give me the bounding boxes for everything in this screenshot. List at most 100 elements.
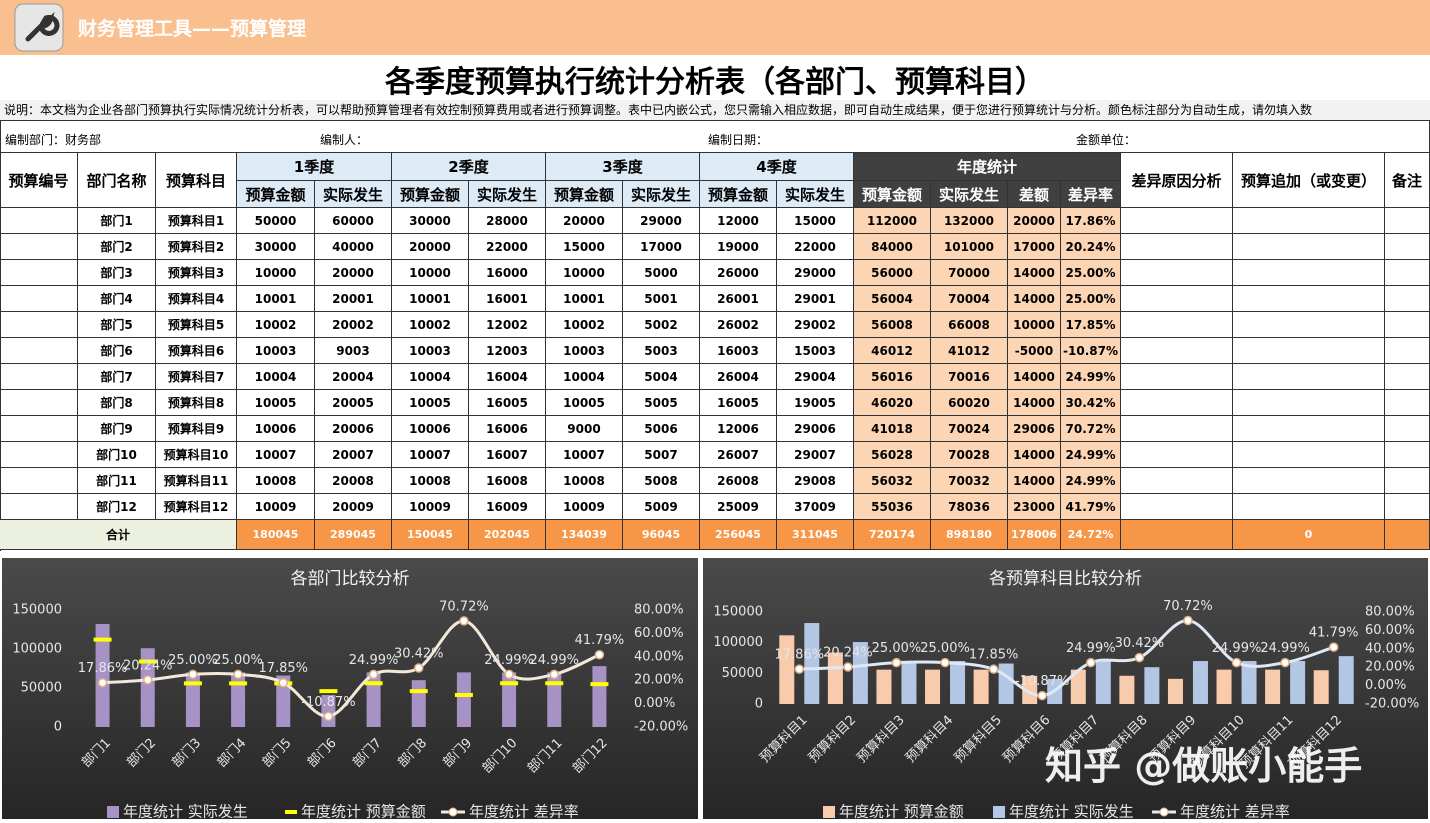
bar — [185, 672, 200, 727]
cell: 14000 — [1008, 390, 1061, 416]
cell: 26007 — [700, 442, 777, 468]
column-header: 部门名称 — [78, 153, 156, 208]
data-label: 24.99% — [349, 653, 399, 668]
rate-point — [414, 663, 424, 673]
cell: 部门9 — [78, 416, 156, 442]
cell: 部门11 — [78, 468, 156, 494]
cell: 29006 — [1008, 416, 1061, 442]
cell: 10002 — [237, 312, 315, 338]
total-cell: 202045 — [469, 520, 546, 550]
data-label: 20.24% — [123, 658, 173, 673]
cell: 46020 — [854, 390, 931, 416]
cell: -10.87% — [1061, 338, 1121, 364]
empty-cell — [1385, 208, 1430, 234]
rate-point — [459, 616, 469, 626]
empty-cell — [1233, 338, 1385, 364]
empty-cell — [1121, 442, 1233, 468]
cell: 20002 — [315, 312, 392, 338]
data-label: 70.72% — [439, 599, 489, 614]
total-cell: 134039 — [546, 520, 623, 550]
empty-cell — [1385, 312, 1430, 338]
cell: 25.00% — [1061, 286, 1121, 312]
cell: 预算科目2 — [156, 234, 237, 260]
cell: 23000 — [1008, 494, 1061, 520]
y-tick-label: 150000 — [713, 605, 763, 620]
x-tick-label: 部门9 — [440, 736, 475, 771]
cell: 29002 — [777, 312, 854, 338]
cell: 19005 — [777, 390, 854, 416]
cell: 10006 — [237, 416, 315, 442]
data-label: -10.87% — [301, 695, 355, 710]
sub-header: 预算金额 — [392, 181, 469, 208]
bar — [852, 642, 868, 704]
cell: -5000 — [1008, 338, 1061, 364]
total-cell: 311045 — [777, 520, 854, 550]
cell: 部门8 — [78, 390, 156, 416]
cell: 10009 — [546, 494, 623, 520]
cell: 10006 — [392, 416, 469, 442]
sub-header: 实际发生 — [931, 181, 1008, 208]
bar — [1338, 656, 1354, 704]
cell: 29006 — [777, 416, 854, 442]
cell: 部门12 — [78, 494, 156, 520]
y2-tick-label: 60.00% — [1365, 623, 1415, 638]
cell: 5000 — [623, 260, 700, 286]
rate-point — [940, 657, 950, 668]
cell: 56000 — [854, 260, 931, 286]
empty-cell — [1385, 442, 1430, 468]
legend-swatch — [1159, 807, 1169, 817]
cell: 17000 — [1008, 234, 1061, 260]
empty-cell — [0, 260, 78, 286]
data-label: 24.99% — [484, 653, 534, 668]
cell: 预算科目8 — [156, 390, 237, 416]
total-cell: 289045 — [315, 520, 392, 550]
empty-cell — [0, 468, 78, 494]
bar — [827, 652, 843, 704]
cell: 24.99% — [1061, 468, 1121, 494]
total-cell: 96045 — [623, 520, 700, 550]
bar — [502, 672, 517, 727]
column-header: 备注 — [1385, 153, 1430, 208]
empty-cell — [0, 234, 78, 260]
legend-label: 年度统计 实际发生 — [123, 803, 248, 820]
column-header: 年度统计 — [854, 153, 1121, 181]
cell: 26002 — [700, 312, 777, 338]
cell: 12003 — [469, 338, 546, 364]
chart-panel: 各预算科目比较分析 0 50000 100000 150000 -20.00% 0.00% 2… — [703, 558, 1428, 821]
legend-label: 年度统计 差异率 — [469, 803, 579, 820]
x-tick-label: 预算科目1 — [757, 713, 810, 766]
x-tick-label: 部门4 — [215, 736, 250, 771]
cell: 5004 — [623, 364, 700, 390]
cell: 40000 — [315, 234, 392, 260]
cell: 12006 — [700, 416, 777, 442]
bar — [950, 661, 966, 704]
y-tick-label: 50000 — [21, 681, 62, 696]
empty-cell — [1385, 286, 1430, 312]
bar — [95, 624, 110, 727]
cell: 预算科目11 — [156, 468, 237, 494]
legend-swatch — [107, 806, 119, 818]
cell: 16004 — [469, 364, 546, 390]
data-label: -10.87% — [1015, 674, 1069, 689]
cell: 17000 — [623, 234, 700, 260]
cell: 10002 — [392, 312, 469, 338]
cell: 10005 — [392, 390, 469, 416]
empty-cell — [0, 494, 78, 520]
rate-point — [1231, 657, 1242, 668]
cell: 10003 — [237, 338, 315, 364]
empty-cell — [1385, 260, 1430, 286]
bar — [1290, 661, 1306, 704]
legend-swatch — [993, 806, 1005, 818]
cell: 22000 — [469, 234, 546, 260]
cell: 20009 — [315, 494, 392, 520]
column-header: 预算科目 — [156, 153, 237, 208]
cell: 5007 — [623, 442, 700, 468]
cell: 预算科目10 — [156, 442, 237, 468]
cell: 16005 — [469, 390, 546, 416]
bar — [779, 635, 795, 704]
cell: 16008 — [469, 468, 546, 494]
cell: 5003 — [623, 338, 700, 364]
data-label: 25.00% — [920, 641, 970, 656]
data-label: 30.42% — [394, 647, 444, 662]
